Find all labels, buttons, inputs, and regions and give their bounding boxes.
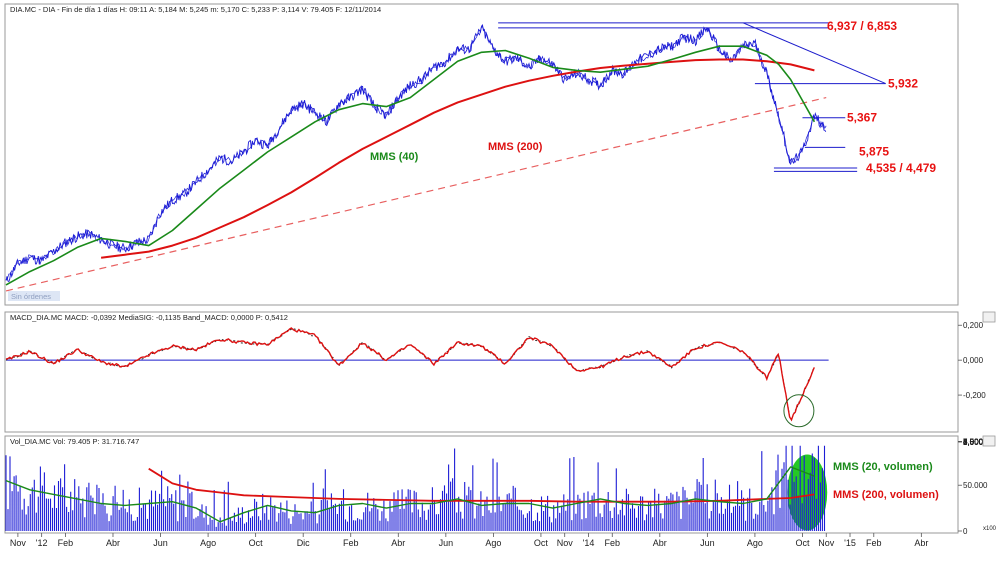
volume-panel-header: Vol_DIA.MC Vol: 79.405 P: 31.716.747 bbox=[10, 437, 139, 446]
price-y-tick-label: 5,000 bbox=[963, 438, 984, 447]
macd-line bbox=[5, 327, 815, 422]
x-tick-label: Feb bbox=[866, 538, 882, 548]
x-tick-label: Oct bbox=[795, 538, 810, 548]
x-tick-label: Jun bbox=[153, 538, 168, 548]
x-tick-label: Jun bbox=[700, 538, 715, 548]
price-chart: 6,937 / 6,853 5,932 5,367 5,875 4,535 / 4,47… bbox=[5, 19, 936, 292]
level-label: 5,367 bbox=[847, 111, 877, 125]
price-y-tick-label: 6,000 bbox=[963, 438, 984, 447]
x-tick-label: Jun bbox=[439, 538, 454, 548]
x-tick-label: Feb bbox=[58, 538, 74, 548]
macd-bottom-circle bbox=[783, 394, 815, 428]
price-y-tick-label: 5,500 bbox=[963, 438, 984, 447]
volume-chart: MMS (20, volumen) MMS (200, volumen) bbox=[5, 445, 939, 531]
x-tick-label: Ago bbox=[747, 538, 763, 548]
x-tick-label: Dic bbox=[297, 538, 310, 548]
y-axes: 7,0006,5006,0005,5005,0004,5004,0003,500… bbox=[958, 321, 988, 536]
macd-panel-header: MACD_DIA.MC MACD: -0,0392 MediaSIG: -0,1… bbox=[10, 313, 288, 322]
x-tick-label: Abr bbox=[914, 538, 928, 548]
level-label: 4,535 / 4,479 bbox=[866, 161, 936, 175]
macd-chart bbox=[5, 327, 829, 428]
level-label: 5,875 bbox=[859, 144, 889, 158]
volume-mms200-line bbox=[148, 467, 815, 503]
volume-mms200-label: MMS (200, volumen) bbox=[833, 489, 939, 501]
macd-y-tick-label: 0,200 bbox=[963, 321, 984, 330]
price-y-tick-label: 6,500 bbox=[963, 438, 984, 447]
mms200-line bbox=[100, 58, 815, 259]
x-tick-label: Abr bbox=[653, 538, 667, 548]
volume-panel-button[interactable] bbox=[982, 435, 996, 447]
x-tick-label: '15 bbox=[844, 538, 856, 548]
macd-panel-frame bbox=[4, 311, 959, 433]
volume-scale-unit: x100 bbox=[983, 526, 997, 532]
x-tick-label: Nov bbox=[557, 538, 574, 548]
macd-panel-button[interactable] bbox=[982, 311, 996, 323]
price-y-tick-label: 3,500 bbox=[963, 438, 984, 447]
x-tick-label: Ago bbox=[200, 538, 216, 548]
price-panel-header: DIA.MC - DIA - Fin de día 1 días H: 09:1… bbox=[10, 5, 381, 14]
level-label: 5,932 bbox=[888, 77, 918, 91]
volume-highlight bbox=[787, 454, 828, 531]
x-tick-label: Feb bbox=[343, 538, 359, 548]
mms200-label: MMS (200) bbox=[488, 141, 543, 153]
price-y-tick-label: 2,500 bbox=[963, 438, 984, 447]
mms40-label: MMS (40) bbox=[370, 151, 419, 163]
price-panel-frame bbox=[4, 3, 959, 306]
watermark-text: Sin órdenes bbox=[11, 292, 51, 301]
x-tick-label: Oct bbox=[534, 538, 549, 548]
volume-y-tick-label: 0 bbox=[963, 527, 968, 536]
x-tick-label: Abr bbox=[106, 538, 120, 548]
x-tick-label: Feb bbox=[605, 538, 621, 548]
watermark-box bbox=[8, 291, 60, 301]
x-tick-label: Abr bbox=[391, 538, 405, 548]
price-y-tick-label: 4,000 bbox=[963, 438, 984, 447]
x-tick-label: '14 bbox=[583, 538, 595, 548]
resistance-diagonal bbox=[742, 22, 886, 85]
x-tick-label: Nov bbox=[818, 538, 835, 548]
macd-y-tick-label: 0,000 bbox=[963, 356, 984, 365]
macd-y-tick-label: -0,200 bbox=[963, 391, 986, 400]
mms40-line bbox=[5, 45, 816, 286]
price-y-tick-label: 4,500 bbox=[963, 438, 984, 447]
x-tick-label: '12 bbox=[36, 538, 48, 548]
volume-mms20-line bbox=[5, 466, 815, 523]
trend-line-dashed bbox=[5, 96, 827, 292]
price-y-tick-label: 3,000 bbox=[963, 438, 984, 447]
price-bars-overlay bbox=[5, 25, 827, 281]
volume-y-tick-label: 50.000 bbox=[963, 481, 988, 490]
x-tick-label: Oct bbox=[249, 538, 264, 548]
level-label: 6,937 / 6,853 bbox=[827, 19, 897, 33]
price-y-tick-label: 7,000 bbox=[963, 438, 984, 447]
volume-mms20-label: MMS (20, volumen) bbox=[833, 461, 933, 473]
x-axis: Nov '12 Feb Abr Jun Ago Oct Dic Feb Abr Jun Ago Oct N… bbox=[10, 533, 928, 548]
x-tick-label: Nov bbox=[10, 538, 27, 548]
x-tick-label: Ago bbox=[485, 538, 501, 548]
